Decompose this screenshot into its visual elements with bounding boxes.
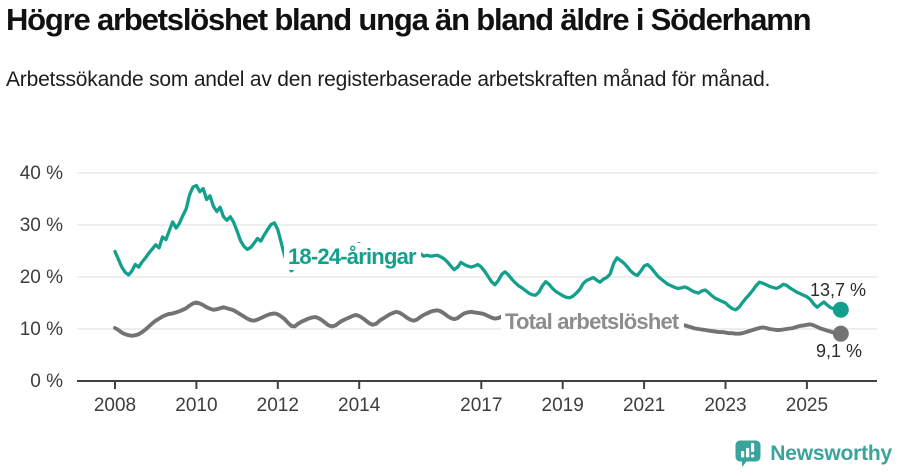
series-label-halo-youth [284,243,422,270]
x-axis-tick-label: 2017 [460,395,502,416]
x-axis-tick-label: 2012 [257,395,299,416]
newsworthy-brand-text: Newsworthy [770,441,892,465]
end-value-label-total: 9,1 % [816,341,862,361]
series-label-total: Total arbetslöshet [505,309,680,334]
end-value-label-youth: 13,7 % [810,280,866,300]
y-axis-tick-label: 20 % [20,267,63,288]
x-axis-tick-label: 2023 [704,395,746,416]
brand-footer: Newsworthy [733,438,892,469]
y-axis-tick-label: 10 % [20,319,63,340]
x-axis-tick-label: 2021 [623,395,665,416]
series-endpoint-dot-total [832,325,849,342]
y-axis-tick-label: 0 % [30,371,63,392]
x-axis-tick-label: 2010 [175,395,217,416]
chart-title: Högre arbetslöshet bland unga än bland ä… [6,2,812,37]
series-line-youth [113,183,843,312]
y-axis-tick-label: 30 % [20,215,63,236]
series-label-youth: 18-24-åringar [288,244,417,269]
x-axis-tick-label: 2019 [542,395,584,416]
x-axis-tick-label: 2025 [786,395,828,416]
series-endpoint-dot-youth [832,301,849,318]
chart-subtitle: Arbetssökande som andel av den registerb… [6,68,771,91]
y-axis-tick-label: 40 % [20,163,63,184]
series-label-halo-total [501,308,684,335]
x-axis-tick-label: 2008 [94,395,136,416]
newsworthy-logo-icon [733,438,763,469]
x-axis-tick-label: 2014 [338,395,381,416]
series-line-total [113,300,843,338]
